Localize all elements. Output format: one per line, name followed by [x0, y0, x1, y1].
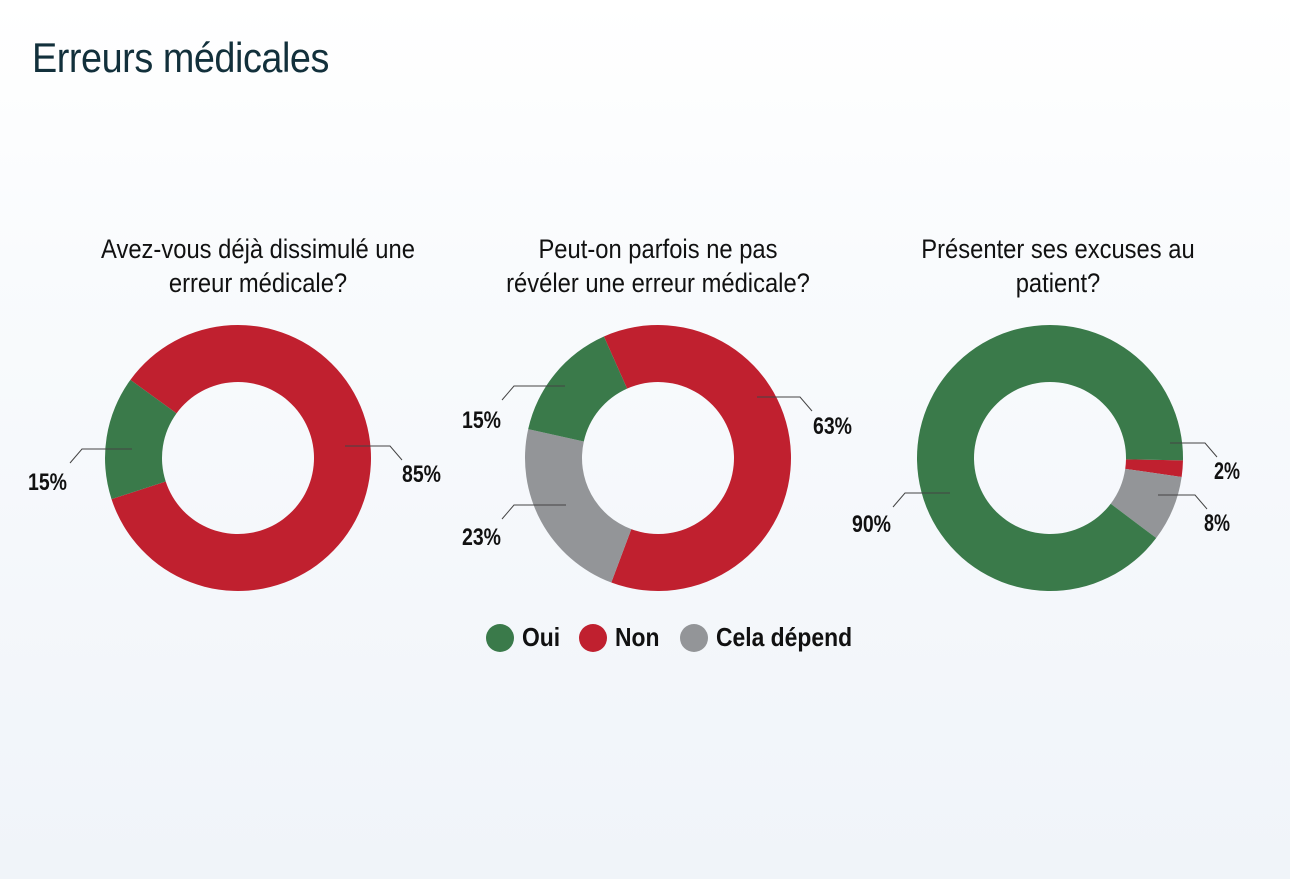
donut-slice-non	[1125, 459, 1183, 477]
data-label: 15%	[462, 407, 501, 434]
legend: Oui Non Cela dépend	[486, 622, 884, 653]
leader-line	[501, 504, 566, 520]
donut-slice-non	[111, 325, 371, 591]
data-label: 23%	[462, 524, 501, 551]
data-label: 90%	[852, 511, 891, 538]
legend-item-non: Non	[579, 622, 666, 653]
data-label: 2%	[1214, 458, 1240, 485]
leader-line	[757, 396, 813, 412]
donut-slice-non	[603, 325, 791, 591]
legend-swatch	[486, 623, 514, 652]
legend-swatch	[579, 623, 608, 652]
data-label: 63%	[813, 413, 852, 440]
donut-slice-cela-dépend	[524, 429, 632, 583]
data-label: 85%	[402, 461, 441, 488]
data-label: 15%	[28, 469, 67, 496]
chart-title-1: Avez-vous déjà dissimulé une erreur médi…	[101, 234, 415, 298]
legend-swatch	[679, 623, 708, 652]
legend-item-cela-depend: Cela dépend	[679, 622, 871, 653]
chart-title-3: Présenter ses excuses au patient?	[921, 234, 1195, 298]
leader-line	[892, 492, 950, 508]
donut-slice-oui	[528, 336, 628, 442]
leader-line	[1158, 494, 1208, 510]
donut-slice-cela-dépend	[1110, 468, 1182, 539]
leader-line	[345, 445, 403, 461]
page-title: Erreurs médicales	[32, 34, 329, 81]
data-label: 8%	[1204, 510, 1230, 537]
donut-slice-oui	[104, 379, 177, 500]
donut-slice-oui	[917, 325, 1183, 591]
legend-item-oui: Oui	[486, 622, 565, 653]
leader-line	[501, 385, 565, 401]
leader-line	[69, 448, 132, 464]
chart-title-2: Peut-on parfois ne pas révéler une erreu…	[506, 234, 810, 298]
leader-line	[1170, 442, 1218, 458]
